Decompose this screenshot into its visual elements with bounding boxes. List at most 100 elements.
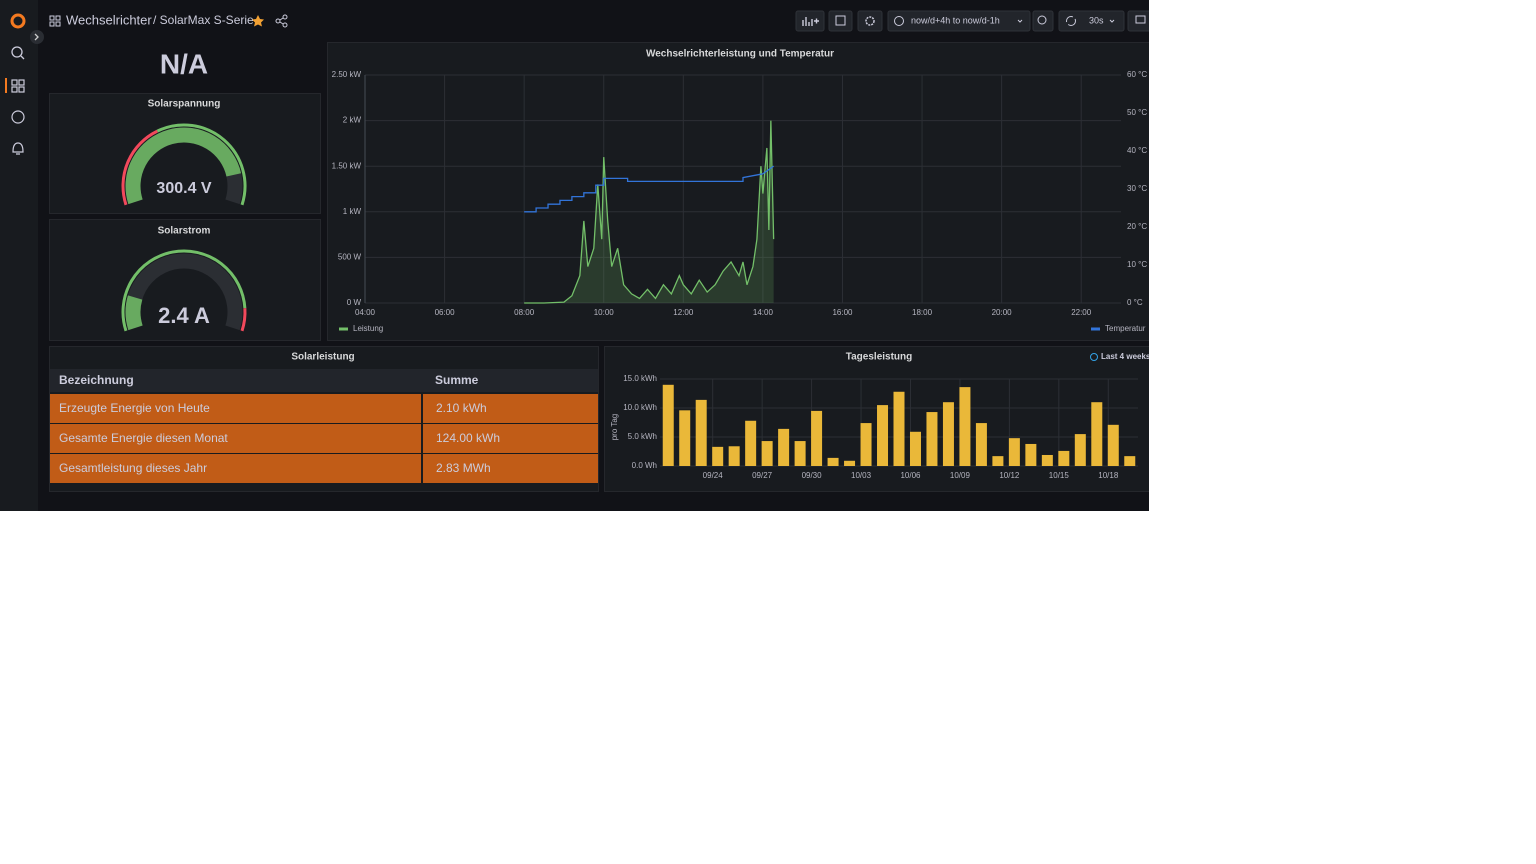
y2-tick-label: 50 °C — [1127, 108, 1147, 117]
save-icon — [835, 15, 846, 26]
y2-tick-label: 20 °C — [1127, 222, 1147, 231]
bar — [761, 441, 773, 466]
x-tick-label: 10/12 — [999, 471, 1020, 480]
panel-title: Wechselrichterleistung und Temperatur — [646, 49, 834, 60]
bar — [1058, 450, 1070, 466]
add-panel-button[interactable] — [795, 10, 825, 32]
series-line — [524, 120, 775, 304]
dashboard-canvas: Wechselrichter / SolarMax S-Serie now/d+… — [0, 0, 1149, 511]
x-tick-label: 20:00 — [992, 308, 1013, 317]
stat-value: N/A — [160, 48, 208, 79]
gauge-panel — [49, 93, 321, 214]
expand-icon — [34, 33, 39, 41]
save-button[interactable] — [828, 10, 853, 32]
table-header — [50, 369, 598, 392]
x-tick-label: 10:00 — [594, 308, 615, 317]
refresh-interval: 30s — [1089, 15, 1104, 25]
x-tick-label: 10/18 — [1098, 471, 1119, 480]
threshold-ring — [156, 123, 247, 206]
y-tick-label: 5.0 kWh — [628, 432, 657, 441]
bar — [926, 412, 938, 466]
threshold-ring — [121, 249, 247, 332]
dashboard-title: / SolarMax S-Serie — [153, 13, 254, 27]
x-tick-label: 14:00 — [753, 308, 774, 317]
cell-text: Gesamtleistung dieses Jahr — [59, 461, 207, 475]
y2-tick-label: 40 °C — [1127, 146, 1147, 155]
bar — [695, 399, 707, 466]
refresh-picker[interactable] — [1058, 10, 1125, 32]
bar — [909, 431, 921, 466]
table-cell — [423, 424, 598, 453]
bar — [877, 405, 889, 466]
gauge-value-arc — [125, 295, 143, 331]
threshold-ring — [121, 129, 158, 206]
bar-panel — [604, 346, 1149, 492]
time-picker[interactable] — [887, 10, 1031, 32]
column-header: Summe — [435, 373, 479, 387]
x-tick-label: 09/24 — [703, 471, 724, 480]
zoom-icon — [1037, 15, 1047, 25]
search-icon[interactable] — [11, 46, 23, 58]
add-panel-icon — [802, 17, 819, 26]
share-icon[interactable] — [275, 14, 288, 28]
table-cell — [50, 454, 421, 483]
tv-mode-button[interactable] — [1127, 10, 1149, 32]
bar — [728, 446, 740, 466]
y-tick-label: 0.0 Wh — [632, 461, 657, 470]
dashboard-grid-icon — [49, 15, 61, 27]
bar — [794, 441, 806, 466]
x-tick-label: 16:00 — [832, 308, 853, 317]
search-icon-handle — [20, 55, 25, 60]
x-tick-label: 10/15 — [1049, 471, 1070, 480]
alerting-icon[interactable] — [12, 142, 24, 155]
cell-text: 2.83 MWh — [436, 461, 491, 475]
y-tick-label: 1.50 kW — [332, 161, 362, 170]
bar — [745, 420, 757, 466]
bar — [1041, 454, 1053, 466]
series-line — [524, 165, 775, 213]
x-tick-label: 06:00 — [435, 308, 456, 317]
settings-icon — [865, 16, 875, 26]
star-icon[interactable] — [252, 15, 264, 27]
refresh-icon — [1066, 16, 1076, 26]
bar — [1091, 402, 1103, 466]
folder-link[interactable]: Wechselrichter — [66, 12, 152, 27]
bar — [1025, 443, 1037, 466]
bar — [1074, 434, 1086, 466]
settings-button[interactable] — [857, 10, 883, 32]
active-indicator — [5, 78, 7, 93]
y-tick-label: 2.50 kW — [332, 70, 362, 79]
bar — [662, 384, 674, 466]
bar — [679, 410, 691, 466]
explore-icon[interactable] — [11, 110, 25, 124]
panel-title: Solarstrom — [158, 226, 211, 237]
bar — [992, 456, 1004, 466]
gauge-value: 2.4 A — [158, 303, 210, 328]
bar — [844, 460, 856, 466]
y-tick-label: 15.0 kWh — [623, 374, 657, 383]
y-axis-label: pro Tag — [610, 414, 619, 441]
y2-tick-label: 0 °C — [1127, 298, 1143, 307]
expand-button[interactable] — [30, 30, 44, 44]
table-cell — [50, 394, 421, 423]
bar — [1107, 424, 1119, 466]
dashboards-icon[interactable] — [11, 79, 25, 93]
x-tick-label: 10/09 — [950, 471, 971, 480]
panel-title: Tagesleistung — [846, 352, 913, 363]
gauge-panel — [49, 219, 321, 341]
bar — [959, 387, 971, 466]
x-tick-label: 12:00 — [673, 308, 694, 317]
bar — [942, 402, 954, 466]
column-header: Bezeichnung — [59, 373, 134, 387]
legend-label: Temperatur — [1105, 324, 1146, 333]
gauge-value-arc — [125, 127, 242, 205]
time-shift-badge: Last 4 weeks — [1101, 352, 1149, 361]
x-tick-label: 10/03 — [851, 471, 872, 480]
table-cell — [423, 454, 598, 483]
zoom-out-button[interactable] — [1032, 10, 1054, 32]
cell-text: 2.10 kWh — [436, 401, 487, 415]
grafana-logo[interactable] — [10, 13, 26, 29]
gauge-value: 300.4 V — [156, 180, 211, 197]
bar — [975, 423, 987, 466]
y2-tick-label: 60 °C — [1127, 70, 1147, 79]
